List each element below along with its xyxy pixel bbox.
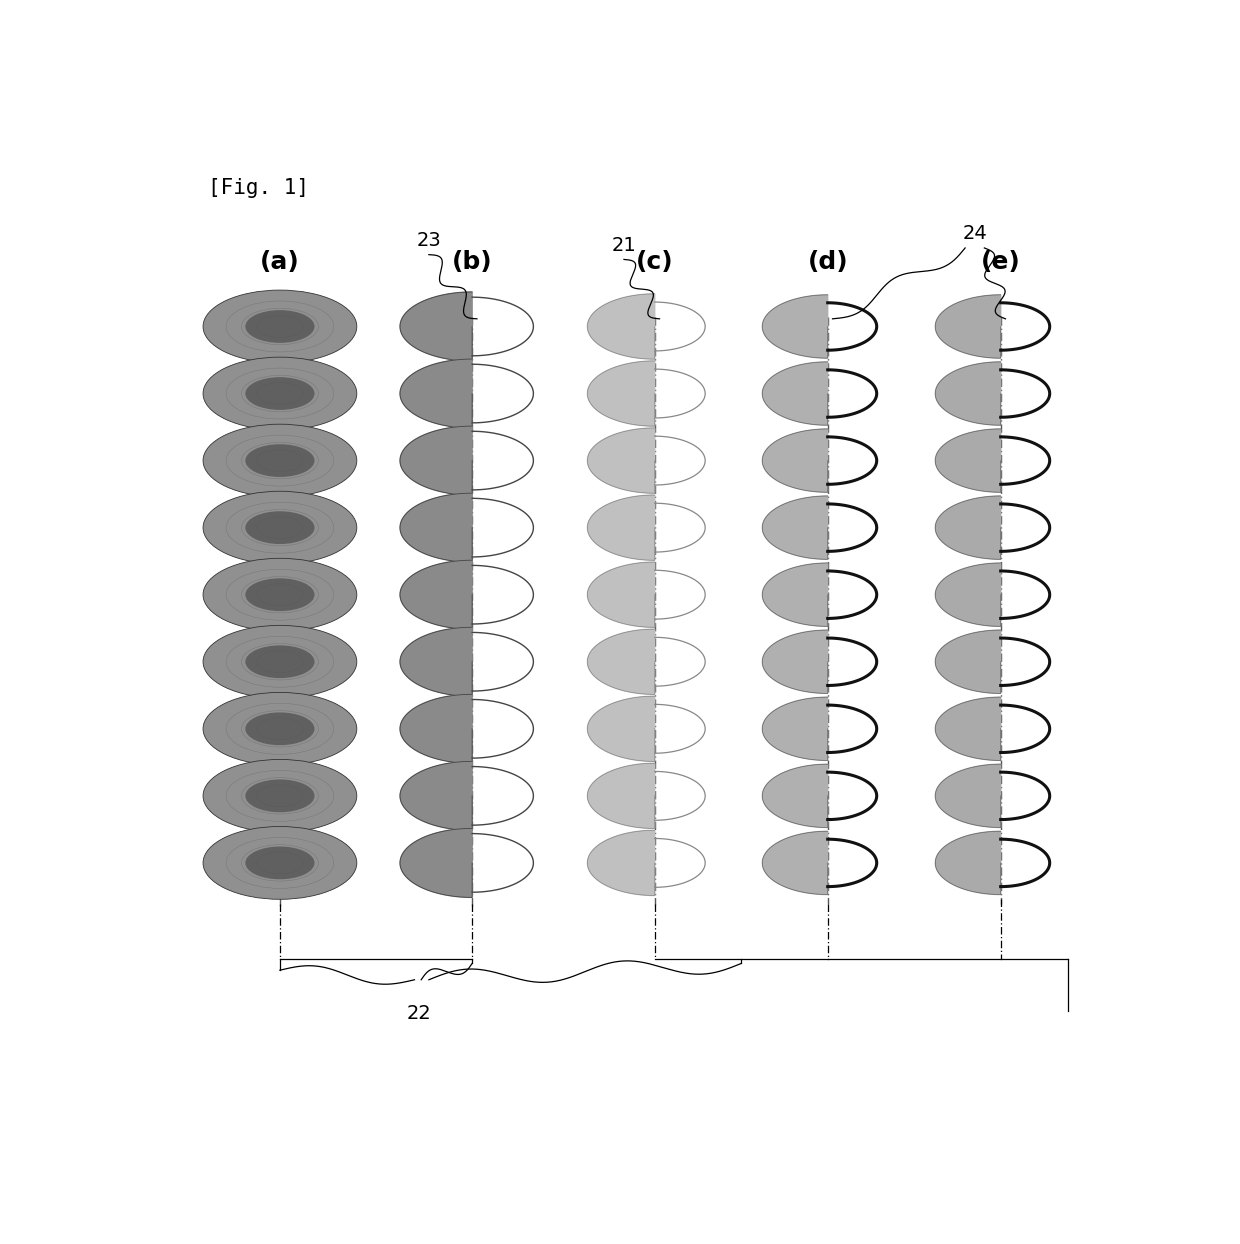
Text: 24: 24 <box>962 224 987 243</box>
Ellipse shape <box>246 444 315 476</box>
Text: 21: 21 <box>611 235 636 255</box>
Polygon shape <box>935 831 1001 894</box>
Polygon shape <box>763 564 828 626</box>
Polygon shape <box>935 631 1001 693</box>
Polygon shape <box>588 629 655 694</box>
Polygon shape <box>588 495 655 560</box>
Polygon shape <box>763 697 828 760</box>
Polygon shape <box>763 496 828 560</box>
Text: (c): (c) <box>636 250 673 274</box>
Text: 23: 23 <box>417 231 441 250</box>
Ellipse shape <box>246 713 315 745</box>
Ellipse shape <box>246 846 315 880</box>
Polygon shape <box>401 761 472 830</box>
Ellipse shape <box>203 491 357 564</box>
Polygon shape <box>588 697 655 761</box>
Polygon shape <box>401 493 472 562</box>
Text: (e): (e) <box>981 250 1021 274</box>
Ellipse shape <box>203 826 357 899</box>
Polygon shape <box>401 360 472 428</box>
Text: (d): (d) <box>807 250 848 274</box>
Polygon shape <box>763 295 828 358</box>
Polygon shape <box>763 764 828 827</box>
Polygon shape <box>935 295 1001 358</box>
Polygon shape <box>588 830 655 896</box>
Text: (b): (b) <box>451 250 492 274</box>
Ellipse shape <box>203 424 357 498</box>
Polygon shape <box>763 631 828 693</box>
Polygon shape <box>588 562 655 627</box>
Text: (a): (a) <box>260 250 300 274</box>
Ellipse shape <box>203 626 357 698</box>
Ellipse shape <box>246 578 315 611</box>
Polygon shape <box>588 764 655 829</box>
Polygon shape <box>401 694 472 764</box>
Ellipse shape <box>246 646 315 678</box>
Polygon shape <box>588 294 655 360</box>
Polygon shape <box>401 829 472 897</box>
Ellipse shape <box>203 693 357 765</box>
Polygon shape <box>935 764 1001 827</box>
Polygon shape <box>935 362 1001 425</box>
Polygon shape <box>763 429 828 493</box>
Polygon shape <box>401 292 472 361</box>
Polygon shape <box>401 560 472 629</box>
Polygon shape <box>588 428 655 493</box>
Polygon shape <box>935 697 1001 760</box>
Ellipse shape <box>203 357 357 430</box>
Polygon shape <box>935 564 1001 626</box>
Ellipse shape <box>203 759 357 832</box>
Polygon shape <box>935 496 1001 560</box>
Polygon shape <box>935 429 1001 493</box>
Text: [Fig. 1]: [Fig. 1] <box>208 178 309 198</box>
Ellipse shape <box>246 310 315 343</box>
Ellipse shape <box>246 780 315 812</box>
Ellipse shape <box>246 511 315 544</box>
Polygon shape <box>401 427 472 495</box>
Polygon shape <box>401 627 472 697</box>
Ellipse shape <box>203 559 357 631</box>
Ellipse shape <box>203 290 357 363</box>
Polygon shape <box>763 362 828 425</box>
Polygon shape <box>763 831 828 894</box>
Polygon shape <box>588 361 655 427</box>
Ellipse shape <box>246 377 315 411</box>
Text: 22: 22 <box>407 1004 432 1023</box>
